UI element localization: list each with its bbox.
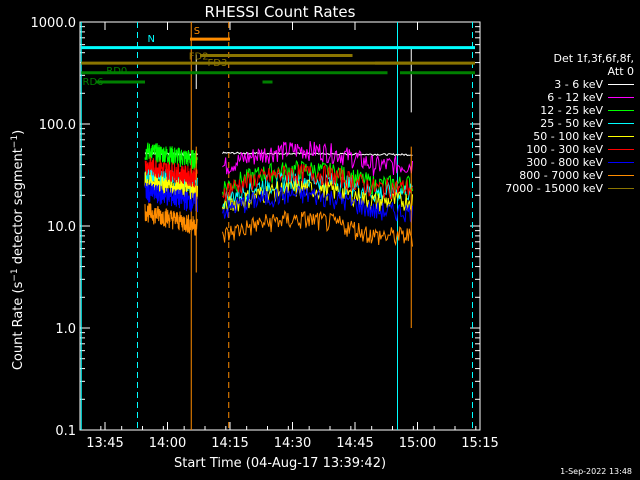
x-tick-label: 14:30 xyxy=(274,436,311,451)
legend-row: 25 - 50 keV xyxy=(484,117,634,130)
legend-swatch xyxy=(608,97,634,98)
legend-label: 6 - 12 keV xyxy=(547,91,603,104)
annotation-s: S xyxy=(194,26,200,37)
timestamp: 1-Sep-2022 13:48 xyxy=(560,467,632,476)
legend-row: 800 - 7000 keV xyxy=(484,169,634,182)
y-axis-label-main: Count Rate (s xyxy=(11,281,26,370)
legend-header-1: Det 1f,3f,6f,8f, xyxy=(553,52,634,65)
legend-label: 100 - 300 keV xyxy=(526,143,603,156)
series-300-800-line xyxy=(144,182,198,213)
y-tick-label: 1.0 xyxy=(55,322,76,337)
y-tick-label: 100.0 xyxy=(39,118,76,133)
legend-row: 100 - 300 keV xyxy=(484,143,634,156)
legend: Det 1f,3f,6f,8f, Att 0 3 - 6 keV 6 - 12 k… xyxy=(484,52,634,195)
annotation-rd6: RD6 xyxy=(83,77,104,88)
annotation-fd3: FD3 xyxy=(208,58,228,69)
y-axis-label: Count Rate (s−1 detector segment−1) xyxy=(10,130,26,370)
legend-row: 7000 - 15000 keV xyxy=(484,182,634,195)
series-25-50-line xyxy=(222,169,413,209)
chart-title: RHESSI Count Rates xyxy=(205,3,356,21)
annotation-rd0: RD0 xyxy=(106,66,127,77)
legend-swatch xyxy=(608,149,634,150)
legend-label: 50 - 100 keV xyxy=(533,130,603,143)
legend-label: 800 - 7000 keV xyxy=(519,169,603,182)
legend-row: 12 - 25 keV xyxy=(484,104,634,117)
legend-label: 7000 - 15000 keV xyxy=(505,182,603,195)
series-800-7000-line xyxy=(144,202,198,236)
series-800-7000-line xyxy=(222,209,413,247)
series-6-12-line xyxy=(222,141,413,176)
x-axis-label: Start Time (04-Aug-17 13:39:42) xyxy=(174,456,386,471)
x-tick-label: 14:45 xyxy=(336,436,373,451)
legend-swatch xyxy=(608,175,634,176)
x-tick-label: 13:45 xyxy=(86,436,123,451)
legend-label: 25 - 50 keV xyxy=(540,117,603,130)
y-axis-label-exp1: −1 xyxy=(10,268,20,281)
legend-row: 6 - 12 keV xyxy=(484,91,634,104)
legend-row: 50 - 100 keV xyxy=(484,130,634,143)
legend-swatch xyxy=(608,188,634,189)
plot-area: 13:45 14:00 14:15 14:30 14:45 15:00 15:15 0.1 1.… xyxy=(31,16,499,451)
annotation-fd2: FD2 xyxy=(189,51,209,62)
legend-label: 12 - 25 keV xyxy=(540,104,603,117)
legend-label: 300 - 800 keV xyxy=(526,156,603,169)
legend-swatch xyxy=(608,136,634,137)
y-tick-label: 0.1 xyxy=(55,424,76,439)
legend-swatch xyxy=(608,123,634,124)
x-tick-label: 14:00 xyxy=(149,436,186,451)
series-100-300-line xyxy=(144,156,198,188)
legend-row: 300 - 800 keV xyxy=(484,156,634,169)
legend-swatch xyxy=(608,162,634,163)
series-300-800-line xyxy=(222,185,413,224)
x-tick-label: 15:00 xyxy=(399,436,436,451)
y-tick-label: 10.0 xyxy=(47,220,76,235)
legend-swatch xyxy=(608,110,634,111)
legend-label: 3 - 6 keV xyxy=(554,78,603,91)
x-tick-label: 15:15 xyxy=(461,436,498,451)
legend-header-2: Att 0 xyxy=(607,65,634,78)
series-3-6-line xyxy=(222,151,413,157)
x-tick-label: 14:15 xyxy=(211,436,248,451)
annotation-n: N xyxy=(148,34,155,45)
y-tick-label: 1000.0 xyxy=(31,16,77,31)
legend-swatch xyxy=(608,84,634,85)
series-12-25-line xyxy=(144,142,198,170)
legend-row: 3 - 6 keV xyxy=(484,78,634,91)
series-100-300-line xyxy=(222,164,413,202)
